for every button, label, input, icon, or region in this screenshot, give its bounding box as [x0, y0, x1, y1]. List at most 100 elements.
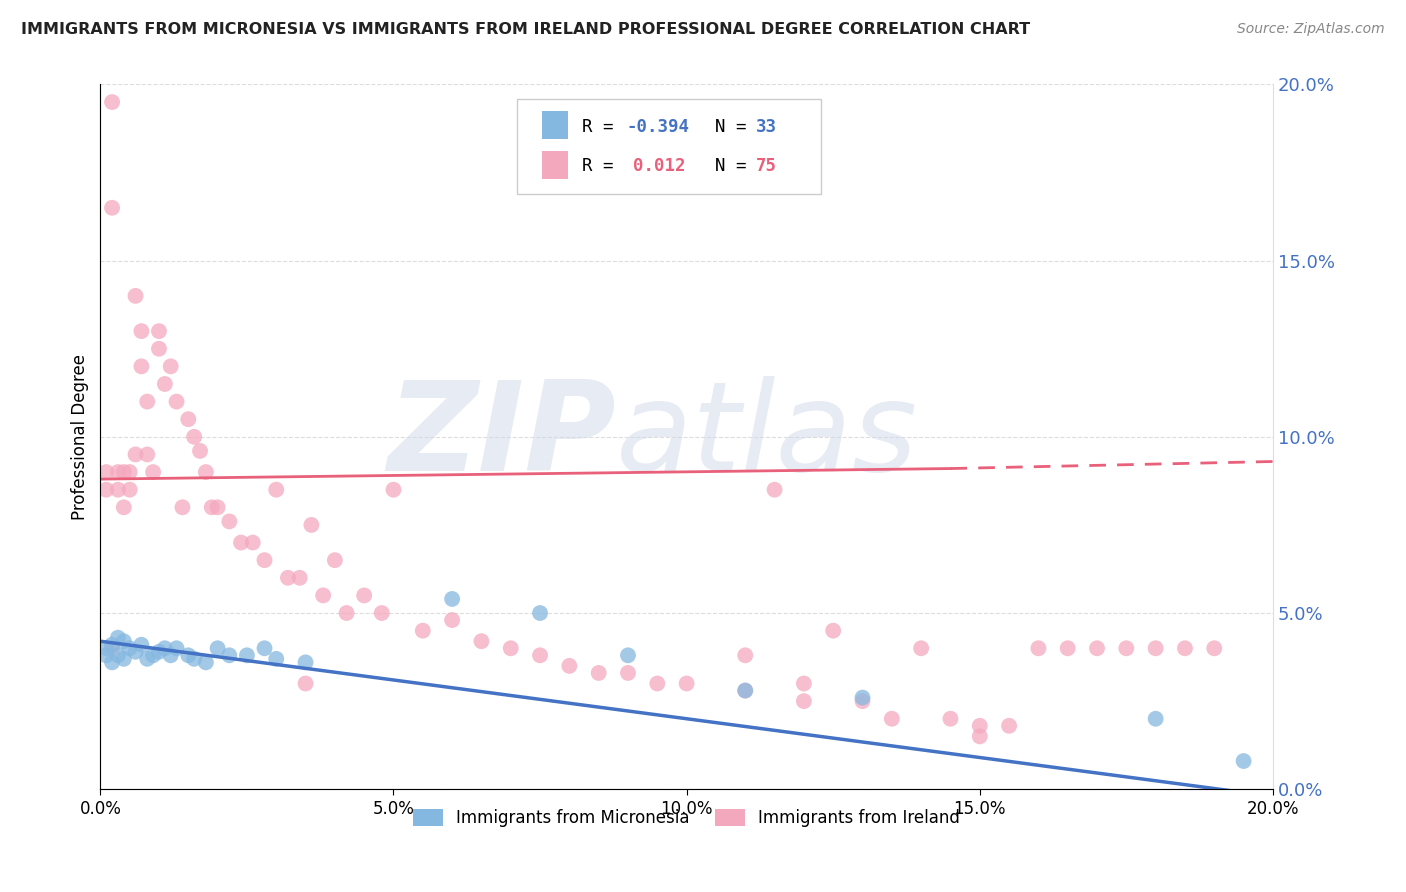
Point: [312, 588, 335, 602]
Point: [470, 634, 492, 648]
Point: [207, 641, 229, 656]
Point: [218, 515, 240, 529]
Point: [131, 324, 153, 338]
Point: [1232, 754, 1254, 768]
Point: [353, 588, 375, 602]
Point: [107, 465, 129, 479]
Point: [207, 500, 229, 515]
Point: [118, 641, 141, 656]
Point: [763, 483, 786, 497]
Point: [101, 95, 124, 109]
Point: [851, 694, 873, 708]
Point: [101, 201, 124, 215]
Point: [823, 624, 845, 638]
Point: [969, 719, 991, 733]
Point: [166, 394, 188, 409]
Point: [112, 465, 135, 479]
Point: [96, 483, 118, 497]
Point: [588, 665, 610, 680]
Point: [136, 652, 159, 666]
Point: [101, 638, 124, 652]
Point: [793, 694, 815, 708]
Point: [177, 648, 200, 663]
Point: [264, 652, 287, 666]
Point: [107, 631, 129, 645]
Text: ZIP: ZIP: [388, 376, 616, 498]
Point: [107, 483, 129, 497]
Point: [910, 641, 932, 656]
Point: [124, 645, 146, 659]
Point: [124, 447, 146, 461]
Point: [371, 606, 394, 620]
Point: [166, 641, 188, 656]
Point: [647, 676, 669, 690]
Point: [529, 606, 551, 620]
Point: [294, 656, 316, 670]
Point: [218, 648, 240, 663]
Point: [177, 412, 200, 426]
Text: 75: 75: [756, 157, 776, 176]
Point: [253, 553, 276, 567]
Point: [1028, 641, 1050, 656]
Point: [101, 641, 124, 656]
Point: [96, 465, 118, 479]
Point: [112, 634, 135, 648]
Point: [998, 719, 1021, 733]
Point: [131, 638, 153, 652]
Point: [183, 652, 205, 666]
Point: [1056, 641, 1078, 656]
Text: N =: N =: [693, 157, 756, 176]
Point: [242, 535, 264, 549]
Text: 0.012: 0.012: [633, 157, 685, 176]
Point: [172, 500, 194, 515]
Point: [1144, 712, 1167, 726]
Point: [793, 676, 815, 690]
Point: [112, 500, 135, 515]
Text: R =: R =: [582, 118, 624, 136]
Point: [148, 324, 170, 338]
Point: [441, 591, 464, 606]
FancyBboxPatch shape: [543, 151, 568, 179]
Point: [529, 648, 551, 663]
Point: [1144, 641, 1167, 656]
Text: R =: R =: [582, 157, 634, 176]
Text: -0.394: -0.394: [627, 118, 690, 136]
FancyBboxPatch shape: [516, 98, 821, 194]
Point: [194, 465, 217, 479]
Point: [277, 571, 299, 585]
Point: [188, 444, 211, 458]
Point: [880, 712, 903, 726]
Point: [323, 553, 346, 567]
Point: [558, 659, 581, 673]
Point: [153, 641, 176, 656]
Point: [412, 624, 434, 638]
Point: [441, 613, 464, 627]
Point: [159, 648, 181, 663]
Point: [969, 730, 991, 744]
Point: [101, 656, 124, 670]
Point: [96, 648, 118, 663]
Point: [1174, 641, 1197, 656]
Point: [107, 648, 129, 663]
Point: [264, 483, 287, 497]
Point: [153, 376, 176, 391]
Text: N =: N =: [693, 118, 756, 136]
Point: [236, 648, 259, 663]
Point: [734, 648, 756, 663]
Point: [253, 641, 276, 656]
Point: [194, 656, 217, 670]
Point: [112, 652, 135, 666]
Point: [201, 500, 224, 515]
Point: [148, 645, 170, 659]
Point: [939, 712, 962, 726]
Point: [118, 483, 141, 497]
Point: [124, 289, 146, 303]
Point: [299, 517, 322, 532]
Point: [851, 690, 873, 705]
Text: IMMIGRANTS FROM MICRONESIA VS IMMIGRANTS FROM IRELAND PROFESSIONAL DEGREE CORREL: IMMIGRANTS FROM MICRONESIA VS IMMIGRANTS…: [21, 22, 1031, 37]
Point: [1204, 641, 1226, 656]
Point: [1085, 641, 1108, 656]
Point: [617, 665, 640, 680]
Point: [96, 641, 118, 656]
Legend: Immigrants from Micronesia, Immigrants from Ireland: Immigrants from Micronesia, Immigrants f…: [406, 802, 967, 834]
